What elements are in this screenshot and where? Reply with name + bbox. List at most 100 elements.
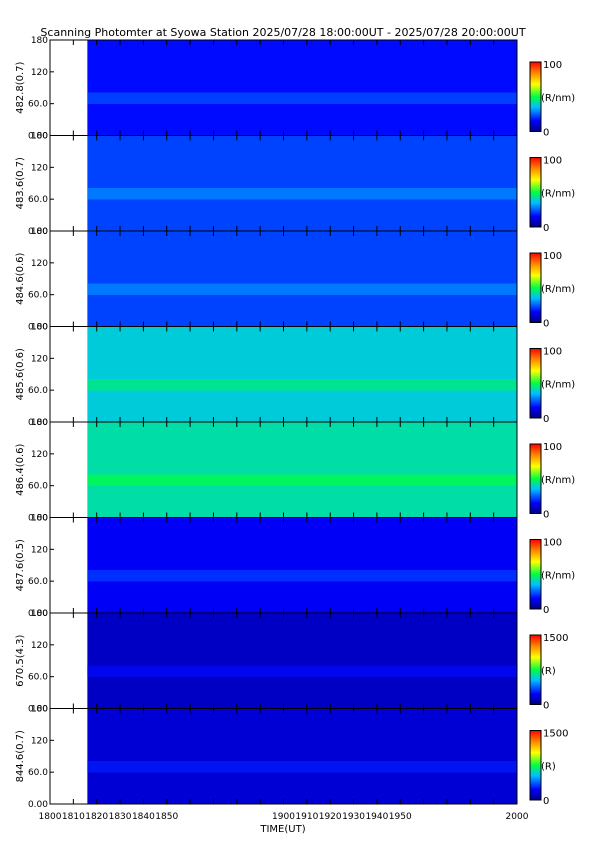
panel-8: 0.00 60.0 120 180 844.6(0.7) 1500 0 (R) [15, 705, 568, 811]
colorbar [529, 252, 542, 323]
x-tick-label: 1910 [295, 812, 318, 822]
panel-1: 0.00 60.0 120 180 482.8(0.7) 100 0 (R/nm) [15, 36, 575, 142]
y-tick-label: 0.00 [28, 514, 48, 524]
panel-ylabel: 485.6(0.6) [15, 348, 26, 400]
y-tick-label: 180 [31, 132, 48, 142]
y-tick-label: 120 [31, 259, 48, 269]
panel-2: 0.00 60.0 120 180 483.6(0.7) 100 0 (R/nm) [15, 132, 575, 238]
colorbar [529, 348, 542, 419]
y-tick-label: 120 [31, 354, 48, 364]
heatmap-band [87, 379, 518, 391]
y-tick-label: 0.00 [28, 132, 48, 142]
colorbar-unit-label: (R) [541, 761, 556, 772]
x-tick-label: 1920 [319, 812, 342, 822]
y-tick-label: 0.00 [28, 800, 48, 810]
no-data-region [50, 135, 88, 231]
no-data-region [50, 422, 88, 518]
heatmap-field [87, 326, 518, 422]
heatmap-field [87, 231, 518, 327]
y-tick-label: 60.0 [28, 100, 48, 110]
panel-ylabel: 486.4(0.6) [15, 443, 26, 495]
panel-ylabel: 482.8(0.7) [15, 61, 26, 113]
panel-5: 0.00 60.0 120 180 486.4(0.6) 100 0 (R/nm) [15, 418, 575, 524]
heatmap-band [87, 188, 518, 200]
y-tick-label: 60.0 [28, 482, 48, 492]
x-tick-label: 1810 [62, 812, 85, 822]
heatmap-band [87, 283, 518, 295]
colorbar [529, 61, 542, 132]
x-tick-label: 1940 [365, 812, 388, 822]
y-tick-label: 180 [31, 514, 48, 524]
no-data-region [50, 40, 88, 136]
colorbar-min-label: 0 [543, 128, 549, 139]
panel-3: 0.00 60.0 120 180 484.6(0.6) 100 0 (R/nm) [15, 227, 575, 333]
x-tick-label: 1900 [272, 812, 295, 822]
y-tick-label: 0.00 [28, 705, 48, 715]
colorbar-min-label: 0 [543, 223, 549, 234]
y-tick-label: 120 [31, 163, 48, 173]
panel-4: 0.00 60.0 120 180 485.6(0.6) 100 0 (R/nm) [15, 323, 575, 429]
y-tick-label: 60.0 [28, 195, 48, 205]
heatmap-band [87, 761, 518, 773]
colorbar-max-label: 100 [543, 60, 562, 71]
colorbar [529, 443, 542, 514]
y-tick-label: 180 [31, 609, 48, 619]
y-tick-label: 0.00 [28, 609, 48, 619]
colorbar [529, 157, 542, 228]
y-tick-label: 0.00 [28, 323, 48, 333]
x-tick-label: 1830 [109, 812, 132, 822]
x-tick-label: 1930 [342, 812, 365, 822]
heatmap-field [87, 40, 518, 136]
panel-7: 0.00 60.0 120 180 670.5(4.3) 1500 0 (R) [15, 609, 568, 715]
x-tick-label: 1800 [39, 812, 62, 822]
y-tick-label: 180 [31, 227, 48, 237]
colorbar-max-label: 100 [543, 251, 562, 262]
y-tick-label: 120 [31, 68, 48, 78]
heatmap-band [87, 474, 518, 486]
colorbar-unit-label: (R/nm) [541, 188, 575, 199]
heatmap-field [87, 135, 518, 231]
colorbar-max-label: 100 [543, 156, 562, 167]
colorbar-max-label: 1500 [543, 729, 568, 740]
colorbar-min-label: 0 [543, 414, 549, 425]
colorbar-max-label: 1500 [543, 633, 568, 644]
y-tick-label: 120 [31, 545, 48, 555]
y-tick-label: 60.0 [28, 673, 48, 683]
heatmap-field [87, 613, 518, 709]
y-tick-label: 120 [31, 641, 48, 651]
colorbar-unit-label: (R) [541, 666, 556, 677]
y-tick-label: 0.00 [28, 227, 48, 237]
colorbar-max-label: 100 [543, 347, 562, 358]
colorbar-min-label: 0 [543, 796, 549, 807]
colorbar-min-label: 0 [543, 701, 549, 712]
no-data-region [50, 517, 88, 613]
chart-title: Scanning Photomter at Syowa Station 2025… [40, 26, 525, 39]
heatmap-band [87, 92, 518, 104]
no-data-region [50, 708, 88, 804]
colorbar-min-label: 0 [543, 319, 549, 330]
colorbar [529, 634, 542, 705]
y-tick-label: 60.0 [28, 291, 48, 301]
colorbar-max-label: 100 [543, 538, 562, 549]
panel-ylabel: 670.5(4.3) [15, 634, 26, 686]
y-tick-label: 180 [31, 418, 48, 428]
panel-ylabel: 484.6(0.6) [15, 252, 26, 304]
x-axis-label: TIME(UT) [259, 824, 305, 835]
x-tick-label: 1840 [132, 812, 155, 822]
panel-ylabel: 487.6(0.5) [15, 539, 26, 591]
colorbar-min-label: 0 [543, 510, 549, 521]
colorbar-unit-label: (R/nm) [541, 284, 575, 295]
colorbar-unit-label: (R/nm) [541, 475, 575, 486]
heatmap-field [87, 517, 518, 613]
colorbar-max-label: 100 [543, 442, 562, 453]
heatmap-field [87, 422, 518, 518]
no-data-region [50, 231, 88, 327]
colorbar-unit-label: (R/nm) [541, 570, 575, 581]
y-tick-label: 180 [31, 36, 48, 46]
colorbar-unit-label: (R/nm) [541, 379, 575, 390]
heatmap-band [87, 570, 518, 582]
panel-ylabel: 483.6(0.7) [15, 157, 26, 209]
y-tick-label: 60.0 [28, 768, 48, 778]
no-data-region [50, 326, 88, 422]
colorbar-unit-label: (R/nm) [541, 93, 575, 104]
